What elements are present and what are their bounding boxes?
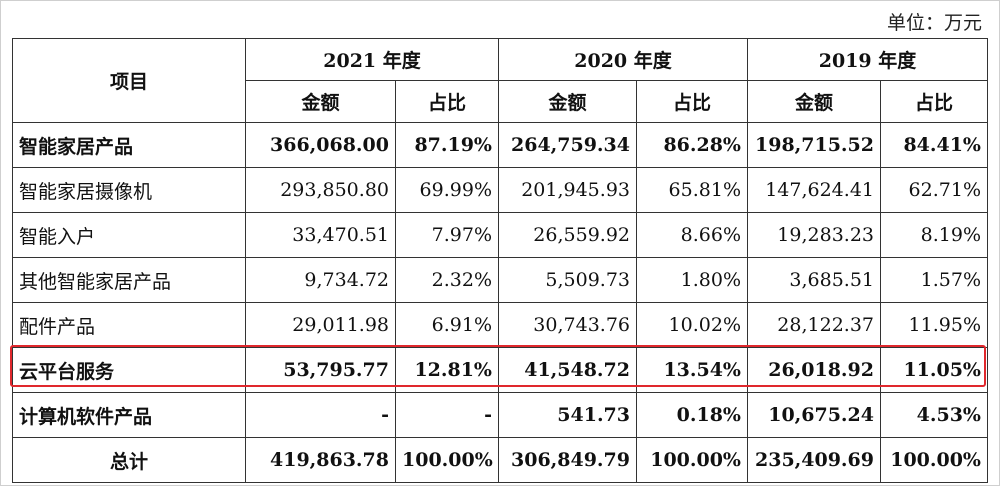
- cell-amount-2019: 10,675.24: [747, 392, 881, 438]
- row-label: 其他智能家居产品: [12, 257, 246, 303]
- total-label: 总计: [12, 437, 246, 483]
- cell-amount-2021: 366,068.00: [245, 122, 396, 168]
- row-label: 智能家居摄像机: [12, 167, 246, 213]
- cell-amount-2020: 41,548.72: [498, 347, 637, 393]
- header-year-2019: 2019 年度: [747, 38, 988, 81]
- cell-ratio-2020: 1.80%: [636, 257, 748, 303]
- unit-label: 单位：万元: [886, 12, 982, 34]
- header-amount: 金额: [747, 80, 881, 123]
- cell-amount-2020: 201,945.93: [498, 167, 637, 213]
- cell-amount-2019: 3,685.51: [747, 257, 881, 303]
- header-ratio: 占比: [636, 80, 748, 123]
- header-item: 项目: [12, 38, 246, 123]
- cell-ratio-2020: 13.54%: [636, 347, 748, 393]
- row-label: 配件产品: [12, 302, 246, 348]
- total-amount-2021: 419,863.78: [245, 437, 396, 483]
- table-row-smart-camera: 智能家居摄像机 293,850.80 69.99% 201,945.93 65.…: [12, 167, 988, 213]
- cell-amount-2019: 26,018.92: [747, 347, 881, 393]
- cell-ratio-2020: 0.18%: [636, 392, 748, 438]
- total-ratio-2020: 100.00%: [636, 437, 748, 483]
- total-ratio-2019: 100.00%: [880, 437, 988, 483]
- header-row-years: 项目 2021 年度 2020 年度 2019 年度: [12, 38, 988, 123]
- row-label: 云平台服务: [12, 347, 246, 393]
- cell-ratio-2019: 8.19%: [880, 212, 988, 258]
- total-amount-2020: 306,849.79: [498, 437, 637, 483]
- table-row-smart-entry: 智能入户 33,470.51 7.97% 26,559.92 8.66% 19,…: [12, 212, 988, 258]
- header-amount: 金额: [498, 80, 637, 123]
- cell-amount-2019: 198,715.52: [747, 122, 881, 168]
- table-row-cloud-platform: 云平台服务 53,795.77 12.81% 41,548.72 13.54% …: [12, 347, 988, 393]
- row-label: 智能入户: [12, 212, 246, 258]
- cell-ratio-2020: 65.81%: [636, 167, 748, 213]
- cell-ratio-2019: 4.53%: [880, 392, 988, 438]
- cell-ratio-2021: 2.32%: [395, 257, 499, 303]
- cell-amount-2021: 9,734.72: [245, 257, 396, 303]
- cell-ratio-2020: 8.66%: [636, 212, 748, 258]
- cell-ratio-2021: 7.97%: [395, 212, 499, 258]
- table-row-software: 计算机软件产品 - - 541.73 0.18% 10,675.24 4.53%: [12, 392, 988, 438]
- cell-amount-2021: 53,795.77: [245, 347, 396, 393]
- cell-amount-2019: 19,283.23: [747, 212, 881, 258]
- header-year-2020: 2020 年度: [498, 38, 748, 81]
- cell-ratio-2019: 11.95%: [880, 302, 988, 348]
- table-row-accessories: 配件产品 29,011.98 6.91% 30,743.76 10.02% 28…: [12, 302, 988, 348]
- cell-ratio-2019: 1.57%: [880, 257, 988, 303]
- cell-ratio-2021: 87.19%: [395, 122, 499, 168]
- cell-amount-2021: 293,850.80: [245, 167, 396, 213]
- cell-amount-2019: 147,624.41: [747, 167, 881, 213]
- cell-amount-2021: 29,011.98: [245, 302, 396, 348]
- cell-ratio-2021: -: [395, 392, 499, 438]
- cell-amount-2021: 33,470.51: [245, 212, 396, 258]
- cell-ratio-2021: 12.81%: [395, 347, 499, 393]
- cell-ratio-2021: 69.99%: [395, 167, 499, 213]
- cell-amount-2020: 264,759.34: [498, 122, 637, 168]
- cell-ratio-2019: 11.05%: [880, 347, 988, 393]
- revenue-table: 项目 2021 年度 2020 年度 2019 年度 金额 占比 金额 占比 金…: [12, 38, 988, 483]
- cell-ratio-2019: 84.41%: [880, 122, 988, 168]
- header-amount: 金额: [245, 80, 396, 123]
- cell-amount-2020: 541.73: [498, 392, 637, 438]
- cell-amount-2020: 5,509.73: [498, 257, 637, 303]
- header-year-2021: 2021 年度: [245, 38, 499, 81]
- table-row-other-smart-home: 其他智能家居产品 9,734.72 2.32% 5,509.73 1.80% 3…: [12, 257, 988, 303]
- table-row-smart-home-products: 智能家居产品 366,068.00 87.19% 264,759.34 86.2…: [12, 122, 988, 168]
- cell-amount-2020: 30,743.76: [498, 302, 637, 348]
- cell-amount-2021: -: [245, 392, 396, 438]
- cell-ratio-2020: 10.02%: [636, 302, 748, 348]
- header-ratio: 占比: [395, 80, 499, 123]
- cell-ratio-2020: 86.28%: [636, 122, 748, 168]
- table-row-total: 总计 419,863.78 100.00% 306,849.79 100.00%…: [12, 437, 988, 483]
- total-ratio-2021: 100.00%: [395, 437, 499, 483]
- cell-amount-2019: 28,122.37: [747, 302, 881, 348]
- cell-ratio-2021: 6.91%: [395, 302, 499, 348]
- header-ratio: 占比: [880, 80, 988, 123]
- row-label: 智能家居产品: [12, 122, 246, 168]
- row-label: 计算机软件产品: [12, 392, 246, 438]
- cell-ratio-2019: 62.71%: [880, 167, 988, 213]
- header-row-metrics: 金额 占比 金额 占比 金额 占比: [13, 80, 988, 123]
- total-amount-2019: 235,409.69: [747, 437, 881, 483]
- cell-amount-2020: 26,559.92: [498, 212, 637, 258]
